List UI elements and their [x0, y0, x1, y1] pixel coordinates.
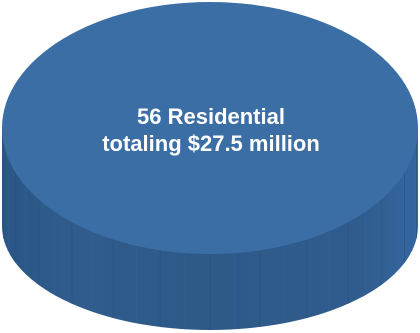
- side-facet-lines: [3, 143, 417, 330]
- pie-slice-top: [2, 2, 418, 254]
- slice-label-line-1: 56 Residential: [137, 104, 285, 129]
- slice-label-line-2: totaling $27.5 million: [102, 131, 320, 156]
